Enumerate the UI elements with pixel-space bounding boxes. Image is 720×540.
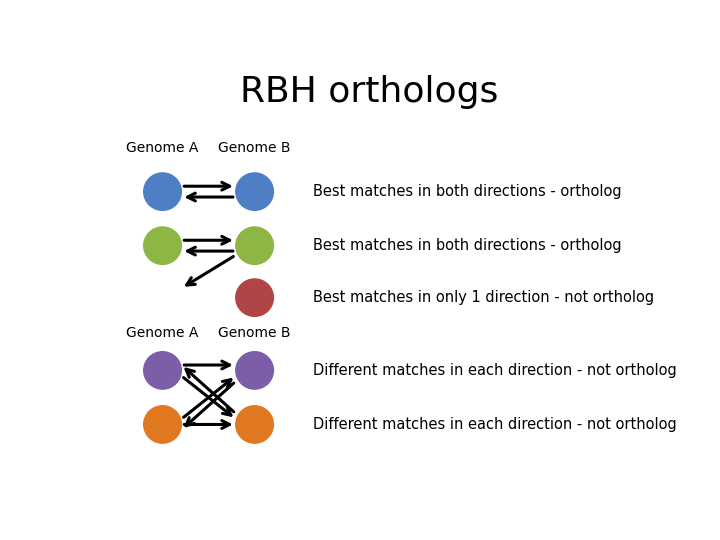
Text: Genome B: Genome B <box>218 141 291 155</box>
Ellipse shape <box>235 227 274 265</box>
Ellipse shape <box>144 173 181 211</box>
Ellipse shape <box>144 406 181 443</box>
Text: Different matches in each direction - not ortholog: Different matches in each direction - no… <box>313 363 677 378</box>
Ellipse shape <box>235 279 274 316</box>
Text: Genome B: Genome B <box>218 326 291 340</box>
Text: Best matches in only 1 direction - not ortholog: Best matches in only 1 direction - not o… <box>313 290 654 305</box>
Ellipse shape <box>144 227 181 265</box>
Ellipse shape <box>144 352 181 389</box>
Text: Genome A: Genome A <box>126 326 199 340</box>
Ellipse shape <box>235 352 274 389</box>
Text: Best matches in both directions - ortholog: Best matches in both directions - orthol… <box>313 184 622 199</box>
Text: Genome A: Genome A <box>126 141 199 155</box>
Text: Best matches in both directions - ortholog: Best matches in both directions - orthol… <box>313 238 622 253</box>
Text: RBH orthologs: RBH orthologs <box>240 75 498 109</box>
Ellipse shape <box>235 173 274 211</box>
Ellipse shape <box>235 406 274 443</box>
Text: Different matches in each direction - not ortholog: Different matches in each direction - no… <box>313 417 677 432</box>
